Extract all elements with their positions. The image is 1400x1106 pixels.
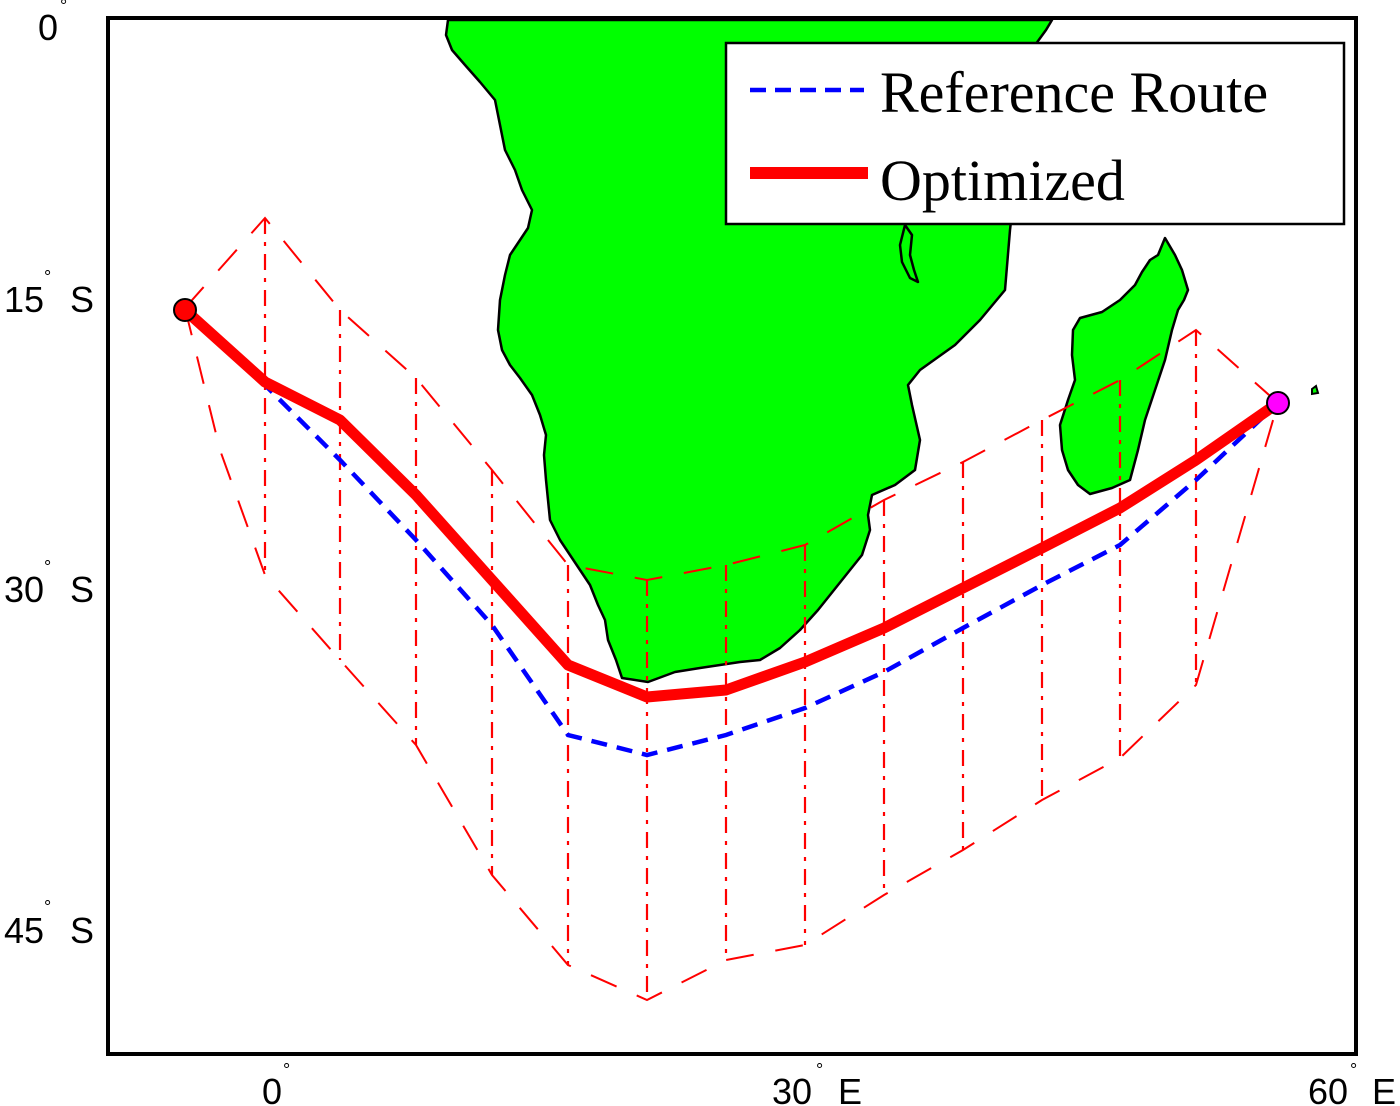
degree-symbol: ° (44, 267, 51, 287)
y-tick-15s-suffix: S (70, 279, 94, 320)
end-point-marker (1266, 391, 1290, 415)
x-axis-labels: 0 ° 30 ° E 60 ° E (262, 1060, 1396, 1106)
legend-box (724, 41, 1346, 226)
x-tick-30e-suffix: E (838, 1071, 862, 1106)
y-axis-labels: 0 ° 15 ° S 30 ° S 45 ° S (4, 0, 94, 951)
small-island (1311, 384, 1320, 396)
legend-reference-label: Reference Route (880, 60, 1268, 125)
y-tick-15s: 15 (4, 279, 44, 320)
search-grid (263, 218, 1198, 1000)
degree-symbol: ° (1350, 1060, 1357, 1080)
x-tick-60e-suffix: E (1372, 1071, 1396, 1106)
legend: Reference Route Optimized (724, 41, 1346, 226)
y-tick-30s: 30 (4, 569, 44, 610)
y-tick-45s: 45 (4, 910, 44, 951)
legend-optimized-label: Optimized (880, 148, 1125, 213)
x-tick-60e: 60 (1308, 1071, 1348, 1106)
degree-symbol: ° (44, 557, 51, 577)
search-grid-envelope (184, 216, 1279, 1002)
x-tick-0: 0 (262, 1071, 282, 1106)
x-tick-30e: 30 (772, 1071, 812, 1106)
y-tick-0: 0 (38, 7, 58, 48)
degree-symbol: ° (60, 0, 67, 16)
lake-outline (898, 223, 920, 284)
reference-route-line (183, 308, 1280, 758)
madagascar-landmass (1058, 236, 1190, 496)
degree-symbol: ° (283, 1060, 290, 1080)
y-tick-45s-suffix: S (70, 910, 94, 951)
y-tick-30s-suffix: S (70, 569, 94, 610)
plot-frame (106, 16, 1358, 1056)
degree-symbol: ° (44, 897, 51, 917)
start-point-marker (173, 298, 197, 322)
optimized-route-line (179, 304, 1284, 703)
degree-symbol: ° (816, 1060, 823, 1080)
